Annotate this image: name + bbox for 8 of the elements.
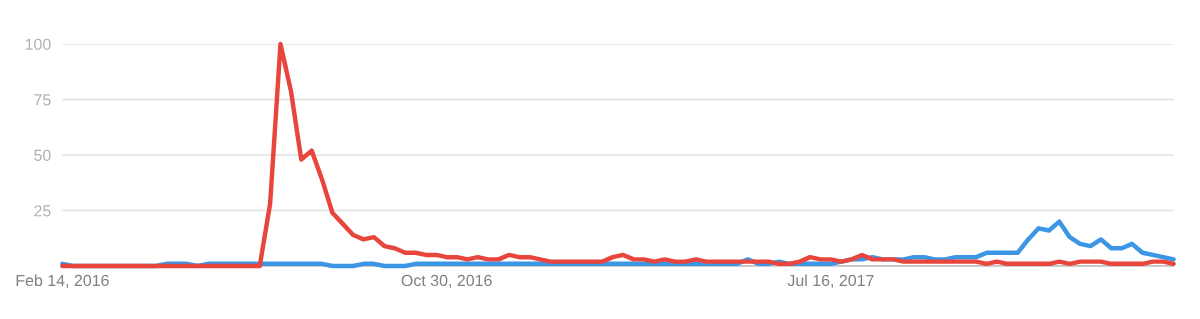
x-tick-label: Oct 30, 2016 — [401, 274, 492, 288]
y-tick-label: 25 — [34, 205, 51, 217]
y-tick-label: 75 — [34, 94, 51, 106]
line-series — [60, 41, 1176, 269]
y-tick-label: 100 — [25, 38, 51, 50]
y-tick-label: 50 — [34, 149, 51, 161]
x-tick-label: Jul 16, 2017 — [787, 274, 874, 288]
x-tick-label: Feb 14, 2016 — [16, 274, 109, 288]
